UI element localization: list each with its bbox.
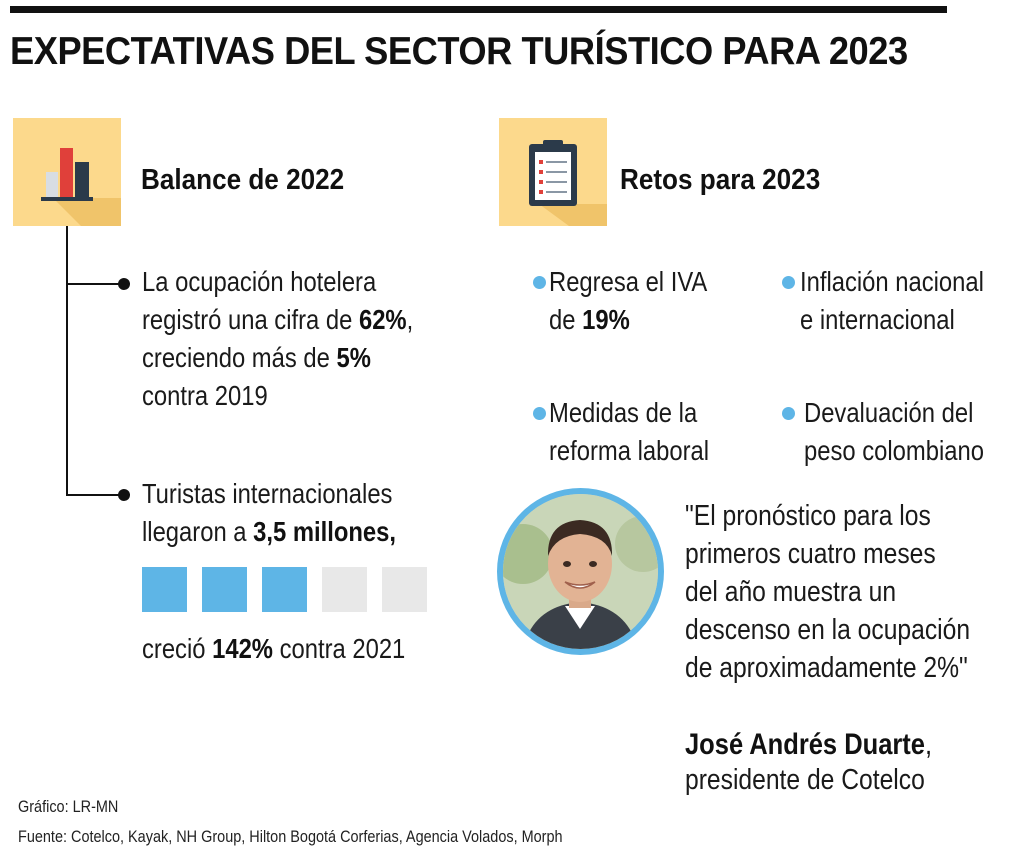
timeline-connector: [66, 226, 68, 495]
reto-item-4: Devaluación del peso colombiano: [804, 397, 984, 466]
bullet-dot-1: [118, 278, 130, 290]
retos-heading: Retos para 2023: [620, 164, 821, 196]
top-rule: [10, 6, 947, 13]
reto-item-1: Regresa el IVA de 19%: [549, 266, 708, 335]
reto-bullet-2: [782, 276, 795, 289]
speaker-role: presidente de Cotelco: [685, 764, 925, 796]
progress-square-filled: [202, 567, 247, 612]
bar-chart-icon: [41, 148, 121, 226]
connector-branch-2: [66, 494, 122, 496]
hotel-occupancy-text: La ocupación hotelera registró una cifra…: [142, 266, 414, 411]
speaker-portrait: [497, 488, 664, 655]
progress-square-filled: [262, 567, 307, 612]
progress-square-empty: [322, 567, 367, 612]
balance-heading: Balance de 2022: [141, 164, 345, 196]
reto-bullet-4: [782, 407, 795, 420]
tourists-text: Turistas internacionales llegaron a 3,5 …: [142, 478, 397, 547]
clipboard-icon: [529, 140, 607, 226]
page-title: EXPECTATIVAS DEL SECTOR TURÍSTICO PARA 2…: [10, 30, 908, 73]
connector-branch-1: [66, 283, 122, 285]
progress-square-filled: [142, 567, 187, 612]
quote-text: "El pronóstico para los primeros cuatro …: [685, 500, 971, 684]
graphic-credit: Gráfico: LR-MN: [18, 797, 119, 816]
reto-bullet-1: [533, 276, 546, 289]
bullet-dot-2: [118, 489, 130, 501]
speaker-name: José Andrés Duarte,: [685, 728, 933, 761]
retos-icon-tile: [499, 118, 607, 226]
source-credit: Fuente: Cotelco, Kayak, NH Group, Hilton…: [18, 827, 563, 846]
reto-item-3: Medidas de la reforma laboral: [549, 397, 710, 466]
balance-icon-tile: [13, 118, 121, 226]
reto-item-2: Inflación nacional e internacional: [800, 266, 984, 335]
progress-square-empty: [382, 567, 427, 612]
reto-bullet-3: [533, 407, 546, 420]
growth-text: creció 142% contra 2021: [142, 633, 406, 664]
